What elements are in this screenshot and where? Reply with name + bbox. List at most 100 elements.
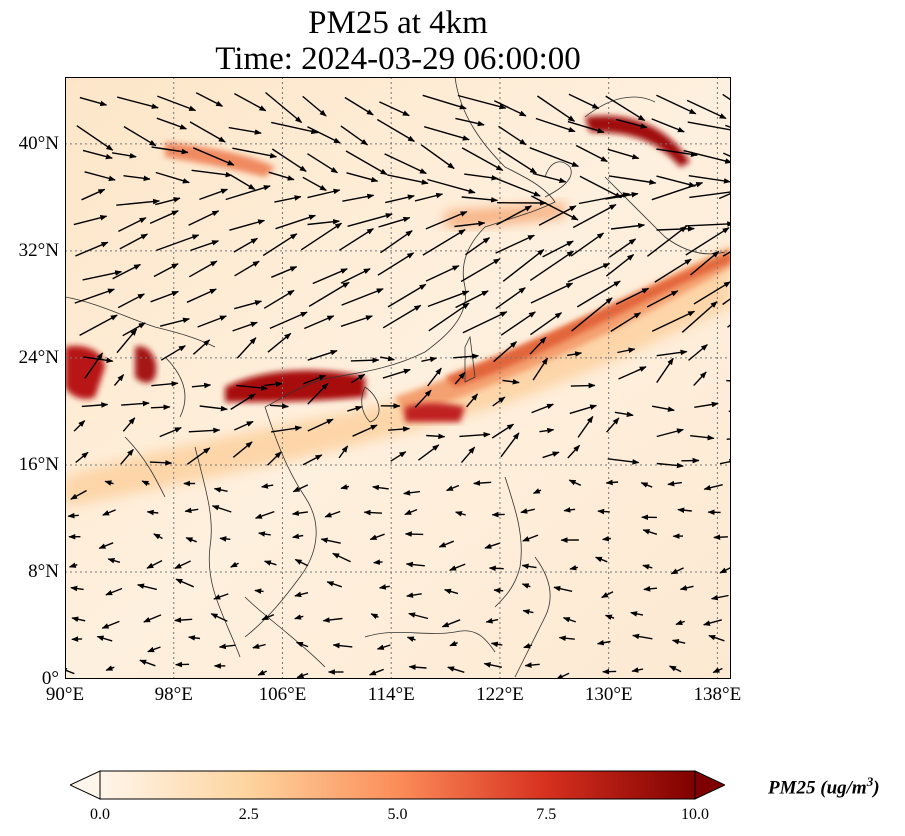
wind-arrow (102, 509, 116, 516)
wind-arrow (159, 426, 182, 438)
lon-tick-label: 106°E (258, 684, 307, 705)
wind-arrow (572, 203, 617, 229)
wind-arrow (686, 99, 727, 120)
wind-arrow (137, 583, 157, 591)
wind-arrow (444, 588, 459, 595)
wind-arrow (234, 92, 267, 112)
wind-arrow (406, 592, 422, 598)
wind-arrow (675, 619, 685, 626)
wind-arrow (377, 252, 415, 276)
wind-arrow (606, 417, 620, 433)
wind-arrow (404, 531, 424, 537)
wind-arrow (107, 557, 121, 564)
pm25-map (65, 77, 731, 679)
wind-arrow (428, 302, 470, 332)
wind-arrow (651, 118, 685, 133)
wind-arrow (403, 490, 421, 496)
wind-arrow (608, 238, 637, 258)
wind-arrow (188, 210, 220, 226)
wind-arrow (449, 563, 466, 571)
map-title-line2: Time: 2024-03-29 06:00:00 (215, 41, 581, 77)
wind-arrow (84, 352, 104, 379)
wind-arrow (382, 368, 411, 379)
wind-arrow (376, 644, 391, 650)
wind-arrow (579, 175, 623, 199)
wind-arrow (75, 451, 89, 464)
wind-arrow (522, 534, 539, 542)
wind-arrow (191, 382, 212, 389)
wind-arrow (530, 282, 574, 304)
wind-arrow (455, 290, 489, 309)
wind-arrow (150, 404, 171, 410)
wind-arrow (157, 95, 197, 112)
wind-arrow (497, 147, 537, 174)
lon-tick-label: 114°E (367, 684, 415, 705)
wind-arrow (81, 402, 109, 408)
wind-arrow (190, 240, 220, 252)
wind-arrow (688, 175, 731, 184)
wind-arrow (307, 418, 334, 432)
colorbar-tick-label: 7.5 (536, 806, 557, 823)
wind-arrow (408, 612, 429, 620)
wind-arrow (199, 188, 229, 201)
wind-arrow (370, 613, 379, 620)
wind-arrow (502, 378, 520, 385)
wind-arrow (73, 420, 86, 432)
wind-arrow (291, 510, 308, 516)
wind-arrow (577, 415, 594, 438)
wind-arrow (146, 559, 163, 569)
wind-arrow (74, 288, 115, 304)
wind-arrow (234, 260, 260, 277)
wind-arrow (308, 281, 350, 308)
wind-arrow (631, 667, 644, 673)
wind-arrow (271, 121, 319, 135)
wind-arrow (252, 643, 266, 649)
wind-arrow (118, 217, 147, 233)
wind-arrow (605, 254, 635, 277)
wind-arrow (460, 446, 476, 464)
wind-arrow (539, 427, 555, 434)
wind-arrow (326, 581, 343, 588)
wind-arrow (532, 357, 549, 381)
wind-arrow (113, 374, 125, 386)
wind-arrow (500, 432, 520, 458)
wind-arrow (231, 174, 256, 191)
wind-arrow (722, 93, 731, 101)
wind-arrow (656, 175, 696, 188)
wind-arrow (683, 149, 731, 164)
wind-arrow (558, 635, 575, 642)
wind-arrow (307, 382, 329, 405)
wind-arrow (232, 441, 253, 458)
wind-arrow (495, 234, 535, 254)
lat-tick-label: 8°N (28, 560, 59, 582)
wind-arrow (445, 484, 460, 492)
wind-arrow (654, 258, 692, 283)
wind-arrow (524, 662, 540, 668)
wind-arrow (351, 373, 366, 384)
wind-arrow (363, 509, 383, 516)
wind-arrow (521, 563, 537, 570)
wind-arrow (174, 617, 193, 623)
wind-arrow (529, 336, 547, 355)
wind-arrow (143, 614, 162, 623)
wind-arrow (380, 230, 413, 254)
wind-arrow (296, 672, 309, 679)
wind-arrow (535, 117, 576, 133)
wind-arrow (521, 583, 531, 589)
lat-tick-label: 40°N (18, 132, 59, 154)
wind-arrow (267, 332, 292, 353)
wind-arrow (424, 126, 470, 141)
wind-arrow (723, 152, 731, 158)
wind-arrow (384, 153, 427, 175)
wind-arrow (76, 125, 114, 151)
wind-arrow (340, 268, 371, 284)
wind-arrow (594, 556, 608, 563)
wind-arrow (229, 219, 266, 231)
wind-arrow (425, 210, 468, 230)
wind-arrow (604, 614, 615, 620)
wind-arrow (530, 195, 579, 221)
wind-arrow (105, 665, 115, 671)
wind-arrow (408, 664, 427, 670)
wind-arrow (96, 635, 113, 642)
wind-arrow (453, 353, 480, 360)
